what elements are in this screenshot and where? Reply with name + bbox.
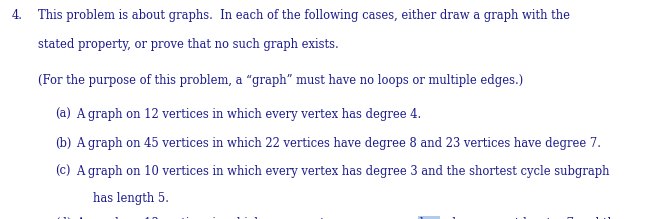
Text: This problem is about graphs.  In each of the following cases, either draw a gra: This problem is about graphs. In each of… [38, 9, 570, 22]
Text: (c): (c) [55, 165, 71, 178]
Text: has: has [419, 217, 439, 219]
Text: at least: at least [508, 217, 551, 219]
Text: (For the purpose of this problem, a “graph” must have no loops or multiple edges: (For the purpose of this problem, a “gra… [38, 74, 523, 87]
Text: has length 5.: has length 5. [93, 192, 168, 205]
Text: A graph on 10 vertices in which every vertex has degree 3 and the shortest cycle: A graph on 10 vertices in which every ve… [76, 165, 610, 178]
Text: 4.: 4. [12, 9, 23, 22]
Text: (d): (d) [55, 217, 71, 219]
Text: stated property, or prove that no such graph exists.: stated property, or prove that no such g… [38, 38, 338, 51]
Text: A graph on 12 vertices in which every vertex has degree 4.: A graph on 12 vertices in which every ve… [76, 108, 422, 121]
Text: A graph on 45 vertices in which 22 vertices have degree 8 and 23 vertices have d: A graph on 45 vertices in which 22 verti… [76, 137, 601, 150]
Text: A graph on 13 vertices in which every vertex: A graph on 13 vertices in which every ve… [76, 217, 342, 219]
Text: (a): (a) [55, 108, 71, 121]
Text: (b): (b) [55, 137, 71, 150]
Text: 7 and there are no cycle: 7 and there are no cycle [563, 217, 648, 219]
Text: degree: degree [445, 217, 494, 219]
